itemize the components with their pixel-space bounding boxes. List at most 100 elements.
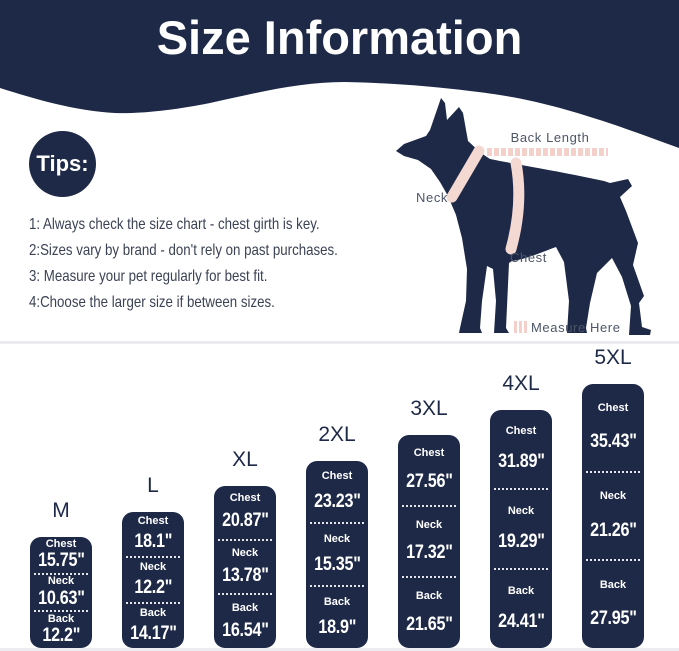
neck-section: Neck 13.78" (214, 541, 276, 594)
neck-section: Neck 12.2" (122, 558, 184, 602)
measurement-value: 15.75" (37, 550, 85, 572)
measurement-name: Chest (321, 470, 353, 482)
measurement-value: 21.65" (405, 614, 453, 636)
measurement-value: 18.1" (134, 530, 172, 552)
dashed-divider (586, 559, 640, 562)
chest-section: Chest 31.89" (490, 410, 552, 488)
dashed-divider (586, 470, 640, 473)
tip-item-2: 2:Sizes vary by brand - don't rely on pa… (29, 242, 338, 259)
measurement-name: Back (231, 601, 259, 614)
size-label-3xl: 3XL (410, 397, 448, 420)
measurement-value: 19.29" (497, 531, 545, 553)
measurement-name: Neck (323, 533, 351, 545)
tips-badge-label: Tips: (36, 151, 89, 176)
measurement-value: 12.2" (42, 625, 80, 647)
size-bar-4xl: Chest 31.89" Neck 19.29" Back 24.41" (490, 410, 552, 648)
chest-section: Chest 20.87" (214, 486, 276, 539)
measurement-value: 14.17" (129, 622, 177, 644)
chest-section: Chest 27.56" (398, 435, 460, 505)
measurement-name: Back (415, 590, 443, 603)
measurement-name: Chest (137, 515, 169, 528)
measurement-value: 21.26" (589, 519, 637, 541)
measurement-name: Neck (231, 546, 259, 559)
back-section: Back 27.95" (582, 561, 644, 648)
tips-badge: Tips: (29, 131, 96, 197)
dashed-divider (494, 488, 548, 490)
measurement-value: 35.43" (589, 431, 637, 453)
dashed-divider (126, 602, 180, 604)
tip-item-3: 3: Measure your pet regularly for best f… (29, 268, 268, 285)
dashed-divider (218, 593, 272, 596)
back-section: Back 12.2" (30, 612, 92, 648)
back-section: Back 21.65" (398, 578, 460, 648)
dashed-divider (402, 576, 456, 579)
measurement-name: Neck (599, 490, 627, 503)
neck-section: Neck 21.26" (582, 473, 644, 560)
back-section: Back 16.54" (214, 595, 276, 648)
chest-section: Chest 15.75" (30, 537, 92, 573)
dashed-divider (310, 585, 364, 587)
size-label-4xl: 4XL (502, 372, 540, 395)
measurement-name: Chest (45, 537, 77, 550)
size-bar-2xl: Chest 23.23" Neck 15.35" Back 18.9" (306, 461, 368, 648)
measurement-value: 10.63" (37, 587, 85, 609)
measurement-value: 18.9" (318, 617, 356, 638)
back-section: Back 24.41" (490, 570, 552, 648)
section-divider (0, 341, 679, 344)
size-bar-3xl: Chest 27.56" Neck 17.32" Back 21.65" (398, 435, 460, 648)
measurement-name: Back (139, 607, 167, 620)
measurement-name: Neck (47, 575, 75, 588)
tips-list: 1: Always check the size chart - chest g… (29, 212, 338, 316)
measurement-name: Neck (139, 561, 167, 574)
tip-item-1: 1: Always check the size chart - chest g… (29, 216, 320, 233)
neck-section: Neck 15.35" (306, 524, 368, 585)
neck-label: Neck (416, 190, 449, 205)
dashed-divider (494, 568, 548, 570)
bottom-divider (0, 648, 679, 651)
size-bar-5xl: Chest 35.43" Neck 21.26" Back 27.95" (582, 384, 644, 648)
size-label-5xl: 5XL (594, 346, 632, 369)
measurement-name: Neck (507, 504, 535, 517)
header-wave (0, 0, 679, 148)
dashed-divider (34, 610, 88, 613)
dashed-divider (218, 538, 272, 541)
dashed-divider (402, 504, 456, 507)
measure-here-label: Measure Here (531, 320, 621, 335)
measurement-value: 16.54" (221, 619, 269, 641)
chest-section: Chest 18.1" (122, 512, 184, 556)
measurement-value: 12.2" (134, 576, 172, 598)
measurement-name: Back (47, 612, 75, 625)
measurement-name: Chest (413, 446, 445, 459)
measurement-value: 27.56" (405, 470, 453, 492)
chest-section: Chest 23.23" (306, 461, 368, 522)
size-bar-xl: Chest 20.87" Neck 13.78" Back 16.54" (214, 486, 276, 648)
back-length-label: Back Length (510, 130, 590, 145)
size-label-2xl: 2XL (318, 423, 356, 446)
dashed-divider (126, 556, 180, 558)
measurement-name: Back (507, 584, 535, 597)
measurement-name: Neck (415, 518, 443, 531)
neck-strap (446, 145, 485, 203)
size-label-l: L (147, 474, 159, 497)
back-section: Back 18.9" (306, 587, 368, 648)
neck-section: Neck 17.32" (398, 507, 460, 577)
tip-item-4: 4:Choose the larger size if between size… (29, 294, 275, 311)
measurement-name: Chest (597, 401, 629, 414)
measurement-value: 13.78" (221, 565, 269, 587)
measurement-value: 24.41" (497, 611, 545, 633)
measurement-value: 15.35" (313, 554, 361, 575)
chest-strap (505, 157, 525, 255)
measurement-value: 17.32" (405, 542, 453, 564)
measurement-value: 23.23" (313, 491, 361, 512)
dashed-divider (310, 522, 364, 524)
dashed-divider (34, 572, 88, 575)
measurement-name: Chest (505, 424, 537, 437)
measurement-value: 31.89" (497, 451, 545, 473)
size-bar-m: Chest 15.75" Neck 10.63" Back 12.2" (30, 537, 92, 648)
page-title: Size Information (156, 11, 523, 64)
size-label-m: M (52, 499, 70, 522)
measurement-name: Back (323, 596, 351, 608)
chest-label: Chest (510, 250, 547, 265)
